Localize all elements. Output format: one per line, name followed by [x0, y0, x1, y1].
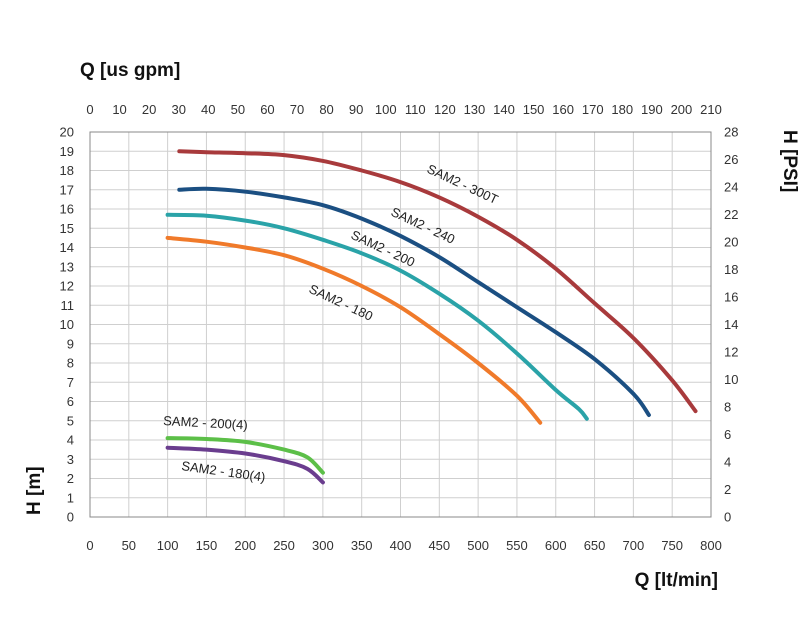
- y-tick-label: 16: [60, 202, 74, 217]
- x2-tick-label: 190: [641, 102, 663, 117]
- y-tick-label: 20: [60, 125, 74, 140]
- x2-tick-label: 110: [405, 102, 426, 117]
- y2-tick-label: 18: [724, 262, 738, 277]
- x-axis-title: Q [lt/min]: [635, 570, 718, 591]
- series-line-sam2-180-4: [165, 445, 325, 485]
- y2-tick-label: 10: [724, 372, 738, 387]
- x-tick-label: 100: [157, 538, 179, 553]
- y-tick-label: 2: [67, 471, 74, 486]
- x2-axis-title: Q [us gpm]: [80, 60, 180, 81]
- y2-tick-label: 26: [724, 152, 738, 167]
- x2-tick-label: 130: [464, 102, 486, 117]
- x-tick-label: 800: [700, 538, 722, 553]
- x2-tick-label: 70: [290, 102, 304, 117]
- x2-tick-label: 0: [86, 102, 93, 117]
- y2-tick-label: 4: [724, 455, 731, 470]
- series-line-sam2-300t: [177, 149, 698, 414]
- x-tick-label: 200: [234, 538, 256, 553]
- y-tick-label: 14: [60, 240, 74, 255]
- x2-tick-label: 80: [319, 102, 333, 117]
- x-tick-label: 450: [428, 538, 450, 553]
- y-tick-label: 10: [60, 317, 74, 332]
- y2-axis-title: H [PSI]: [779, 130, 800, 192]
- y2-tick-label: 24: [724, 180, 738, 195]
- series-label: SAM2 - 240: [389, 204, 458, 247]
- series-line-sam2-200: [165, 212, 589, 421]
- x2-tick-label: 210: [700, 102, 722, 117]
- x-tick-label: 550: [506, 538, 528, 553]
- x2-tick-label: 100: [375, 102, 397, 117]
- x-tick-label: 250: [273, 538, 295, 553]
- y-tick-label: 5: [67, 413, 74, 428]
- y2-tick-label: 6: [724, 427, 731, 442]
- y2-tick-label: 16: [724, 290, 738, 305]
- y-tick-label: 12: [60, 279, 74, 294]
- x2-tick-label: 150: [523, 102, 545, 117]
- y2-tick-label: 28: [724, 125, 738, 140]
- series-line-sam2-200-4: [165, 436, 325, 475]
- y-tick-label: 6: [67, 394, 74, 409]
- y2-tick-label: 8: [724, 400, 731, 415]
- x-tick-label: 500: [467, 538, 489, 553]
- y-tick-label: 0: [67, 510, 74, 525]
- y-axis-title: H [m]: [24, 466, 45, 515]
- series-label: SAM2 - 180(4): [181, 458, 267, 485]
- x2-tick-label: 170: [582, 102, 604, 117]
- x2-tick-label: 180: [611, 102, 633, 117]
- y-tick-label: 9: [67, 336, 74, 351]
- curves-layer: [165, 149, 698, 485]
- x2-tick-label: 200: [671, 102, 693, 117]
- x2-tick-label: 60: [260, 102, 274, 117]
- x2-tick-label: 140: [493, 102, 515, 117]
- x2-tick-label: 160: [552, 102, 574, 117]
- x2-tick-label: 90: [349, 102, 363, 117]
- x2-tick-label: 30: [171, 102, 185, 117]
- y-tick-label: 11: [61, 298, 75, 313]
- y-tick-label: 19: [60, 144, 74, 159]
- series-line-sam2-180: [165, 235, 543, 425]
- x-tick-label: 150: [196, 538, 218, 553]
- y-tick-label: 18: [60, 163, 74, 178]
- y-tick-label: 1: [67, 490, 74, 505]
- y2-tick-label: 2: [724, 482, 731, 497]
- ticks-layer: 0 50 100 150 200 250 300 350 400 450 500 550 600 650 7…: [60, 102, 739, 553]
- x-tick-label: 600: [545, 538, 567, 553]
- x-tick-label: 650: [584, 538, 606, 553]
- y2-tick-label: 0: [724, 510, 731, 525]
- x2-tick-label: 20: [142, 102, 156, 117]
- y-tick-label: 13: [60, 259, 74, 274]
- x-tick-label: 400: [390, 538, 412, 553]
- y2-tick-label: 14: [724, 317, 738, 332]
- x-tick-label: 700: [623, 538, 645, 553]
- plot-frame: [89, 131, 712, 518]
- series-line-sam2-240: [177, 186, 651, 417]
- y-tick-label: 3: [67, 452, 74, 467]
- y2-tick-label: 12: [724, 345, 738, 360]
- y-tick-label: 17: [60, 182, 74, 197]
- x2-tick-label: 50: [231, 102, 245, 117]
- x-tick-label: 50: [122, 538, 136, 553]
- y-tick-label: 7: [67, 375, 74, 390]
- series-label: SAM2 - 200(4): [163, 413, 248, 432]
- y-tick-label: 8: [67, 356, 74, 371]
- x-tick-label: 0: [86, 538, 93, 553]
- x2-tick-label: 120: [434, 102, 456, 117]
- series-label: SAM2 - 300T: [425, 161, 501, 207]
- y-tick-label: 15: [60, 221, 74, 236]
- y2-tick-label: 20: [724, 235, 738, 250]
- x-tick-label: 350: [351, 538, 373, 553]
- y-tick-label: 4: [67, 433, 74, 448]
- x2-tick-label: 40: [201, 102, 215, 117]
- x2-tick-label: 10: [112, 102, 126, 117]
- x-tick-label: 300: [312, 538, 334, 553]
- y2-tick-label: 22: [724, 207, 738, 222]
- x-tick-label: 750: [661, 538, 683, 553]
